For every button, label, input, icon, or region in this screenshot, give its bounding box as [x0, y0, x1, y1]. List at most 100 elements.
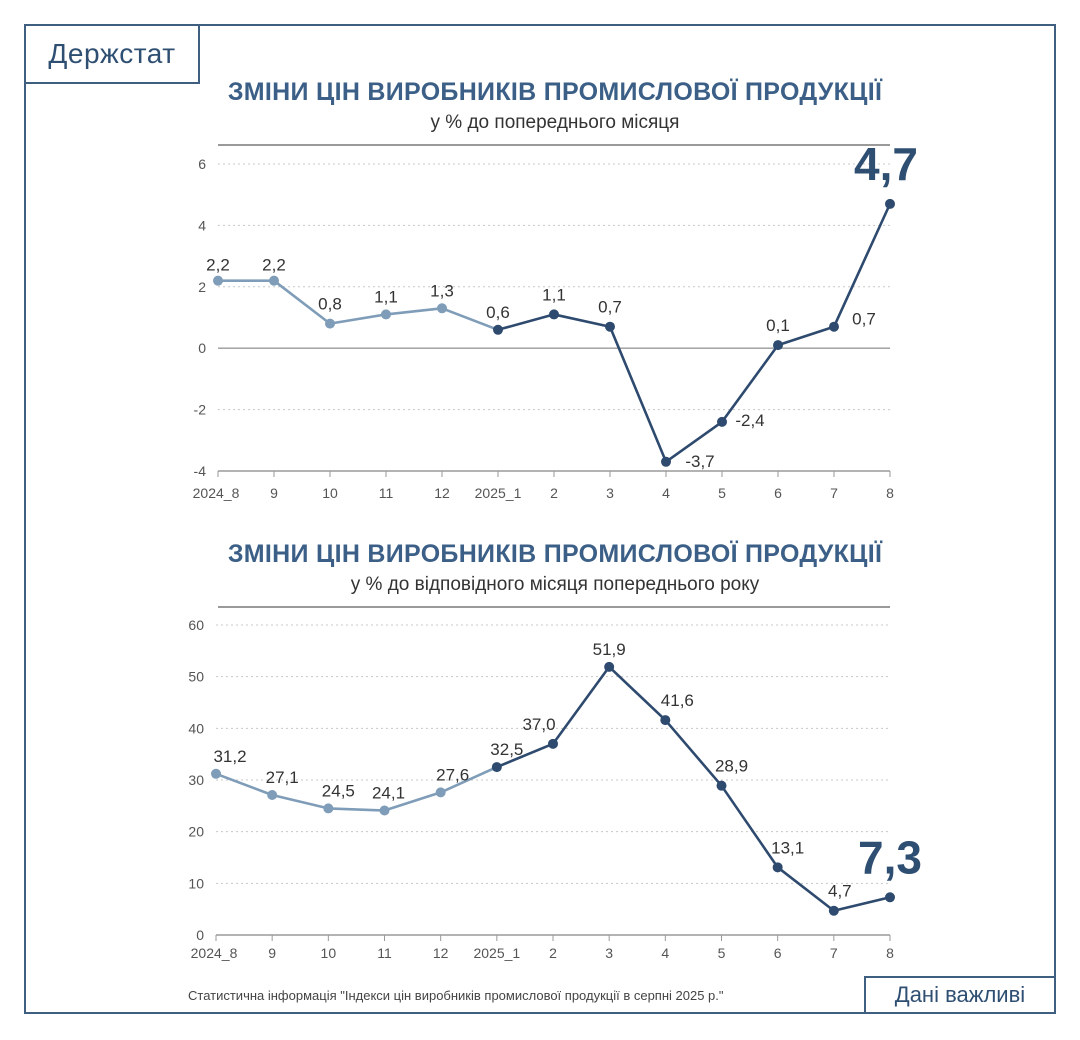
chart1-data-point	[325, 318, 335, 329]
chart2-series-segment	[214, 772, 274, 797]
chart1-data-point	[213, 275, 223, 286]
chart1-xtick-label: 6	[774, 485, 782, 501]
chart1-xtick-label: 3	[606, 485, 614, 501]
chart2-ytick-label: 30	[188, 772, 204, 788]
chart1-xtick-label: 8	[886, 485, 894, 501]
chart1-data-point	[269, 275, 279, 286]
chart2-data-point	[211, 768, 221, 779]
chart1-data-label: 1,1	[374, 287, 398, 306]
chart1-subtitle: у % до попереднього місяця	[430, 112, 680, 133]
chart2-data-label: 41,6	[661, 691, 694, 710]
chart1-series-segment	[328, 313, 388, 325]
chart1-data-point	[773, 340, 783, 351]
chart1-xtick-label: 10	[322, 485, 338, 501]
chart1-series-segment	[384, 306, 444, 316]
chart2-ytick-label: 40	[188, 720, 204, 736]
chart2-series-segment	[270, 793, 330, 810]
chart1-data-point	[437, 303, 447, 314]
chart2-data-label: 4,7	[828, 882, 852, 901]
chart2-series-segment	[495, 742, 555, 769]
chart2-ytick-label: 60	[188, 617, 204, 633]
chart2-xtick-label: 10	[321, 945, 337, 961]
chart1-data-label: 4,7	[854, 138, 918, 190]
chart1-ytick-label: 4	[198, 217, 206, 233]
chart2-series-segment	[776, 866, 836, 913]
chart1-ytick-label: 0	[198, 340, 206, 356]
chart2-data-point	[604, 661, 615, 672]
chart1-series-segment	[720, 343, 780, 424]
chart1-xtick-label: 5	[718, 485, 726, 501]
chart1-xtick-label: 2025_1	[475, 485, 522, 501]
chart2-xtick-label: 11	[377, 945, 392, 961]
chart1-data-point	[493, 324, 503, 335]
chart2-data-label: 28,9	[715, 757, 748, 776]
chart2-series-segment	[720, 784, 779, 869]
chart1-series-segment	[496, 313, 556, 332]
chart2-data-point	[323, 803, 334, 814]
chart2-xtick-label: 6	[774, 945, 782, 961]
chart1-title: ЗМІНИ ЦІН ВИРОБНИКІВ ПРОМИСЛОВОЇ ПРОДУКЦ…	[227, 78, 883, 106]
chart2-data-label: 51,9	[593, 640, 626, 659]
chart2-ytick-label: 10	[188, 875, 204, 891]
chart2-data-label: 27,1	[266, 768, 299, 787]
chart2-xtick-label: 9	[268, 945, 276, 961]
data-important-badge: Дані важливі	[864, 976, 1056, 1014]
chart2-title: ЗМІНИ ЦІН ВИРОБНИКІВ ПРОМИСЛОВОЇ ПРОДУКЦ…	[227, 540, 883, 568]
chart2-data-label: 24,1	[372, 783, 405, 802]
chart1-data-point	[885, 198, 895, 209]
chart1-data-label: 0,7	[852, 310, 876, 329]
footer-note: Статистична інформація "Індекси цін виро…	[188, 988, 724, 1003]
chart2-data-point	[772, 862, 783, 873]
chart2-data-label: 7,3	[858, 831, 922, 883]
chart2-data-point	[660, 715, 671, 726]
chart1-data-point	[381, 309, 391, 320]
chart1-data-label: 0,1	[766, 316, 790, 335]
chart1-ytick-label: 2	[198, 279, 206, 295]
chart2-line-chart: 60 50 40 30 20 10 0 2024_8 9 10 11 12 2025_1 2 3 4 5 6 7 8 3…	[188, 617, 922, 961]
chart2-series-segment	[664, 718, 723, 787]
chart2-ytick-label: 0	[196, 927, 204, 943]
chart2-data-point	[435, 787, 446, 798]
chart1-ytick-label: -4	[194, 463, 207, 479]
chart1-data-label: 2,2	[262, 256, 286, 275]
chart2-data-label: 24,5	[322, 781, 355, 800]
chart2-data-point	[828, 905, 839, 916]
chart1-data-point	[717, 416, 727, 427]
chart2-data-label: 32,5	[490, 740, 523, 759]
chart2-xtick-label: 2	[549, 945, 557, 961]
chart2-ytick-label: 20	[188, 824, 204, 840]
chart1-data-label: 1,1	[542, 285, 566, 304]
chart1-xtick-label: 11	[379, 485, 394, 501]
chart1-xtick-label: 9	[270, 485, 278, 501]
chart1-ytick-label: 6	[198, 156, 206, 172]
chart1-series-segment	[832, 202, 892, 329]
chart1-data-label: 2,2	[206, 256, 230, 275]
chart2-rule	[218, 606, 890, 608]
chart2-series-segment	[439, 765, 499, 794]
chart1-xtick-label: 4	[662, 485, 670, 501]
chart1-series-segment	[440, 306, 500, 332]
chart1-series-segment	[272, 279, 332, 325]
chart2-data-point	[491, 762, 502, 773]
chart2-data-label: 37,0	[522, 715, 555, 734]
chart2-series-segment	[832, 895, 892, 913]
chart2-data-point	[267, 789, 278, 800]
chart2-xtick-label: 8	[886, 945, 894, 961]
chart1-series-segment	[552, 313, 612, 329]
chart2-xtick-label: 2025_1	[473, 945, 520, 961]
chart2-xtick-label: 3	[605, 945, 613, 961]
chart1-data-point	[829, 321, 839, 332]
chart2-data-point	[548, 738, 558, 749]
chart1-rule	[218, 144, 890, 146]
chart2-data-point	[379, 805, 390, 816]
chart2-xtick-label: 7	[830, 945, 838, 961]
chart2-data-point	[716, 780, 727, 791]
chart2-xtick-label: 5	[718, 945, 726, 961]
chart1-data-label: 0,8	[318, 295, 342, 314]
chart1-series-segment	[664, 420, 724, 464]
chart1-xtick-label: 7	[830, 485, 838, 501]
chart2-series-segment	[551, 665, 611, 746]
chart2-subtitle: у % до відповідного місяця попереднього …	[350, 574, 760, 595]
chart2-xtick-label: 4	[661, 945, 669, 961]
chart2-series-segment	[607, 665, 667, 722]
